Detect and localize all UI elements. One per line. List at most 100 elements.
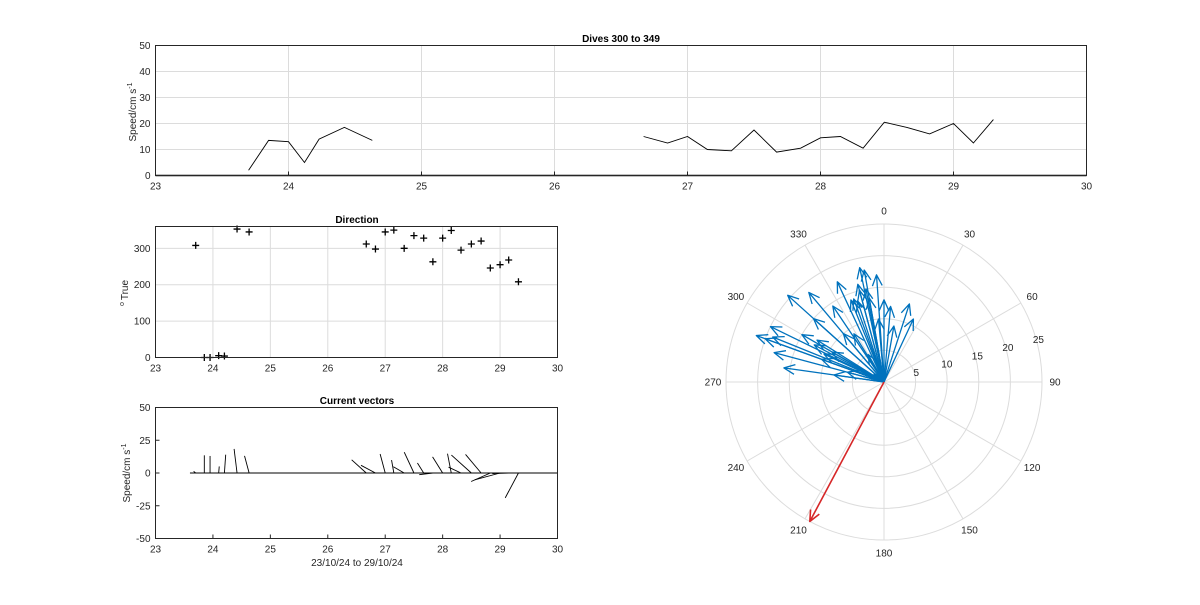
speed-x-tick-label: 29 <box>948 182 960 193</box>
speed-y-tick-label: 10 <box>139 145 151 156</box>
current-vector-sticks <box>189 448 558 499</box>
direction-marker <box>220 352 228 360</box>
current-vector-stick <box>233 448 238 474</box>
polar-current-arrow <box>832 305 885 383</box>
direction-marker <box>390 226 398 234</box>
direction-x-tick-label: 29 <box>495 364 507 375</box>
direction-marker <box>439 234 447 242</box>
vectors-x-tick-label: 24 <box>207 545 219 556</box>
current-vector-stick <box>417 462 425 474</box>
direction-y-label: oTrue <box>119 280 131 307</box>
direction-marker <box>486 264 494 272</box>
polar-tick-labels: 0 30 60 90 120 150 180 210 240 270 300 330 5 10 15 20 25 <box>705 207 1061 560</box>
polar-current-arrow <box>772 335 885 383</box>
vectors-y-tick-label: 0 <box>145 469 151 480</box>
polar-mean-arrow <box>809 381 885 523</box>
polar-current-arrow <box>852 298 885 383</box>
polar-current-arrow <box>842 332 885 383</box>
polar-spoke <box>804 381 885 520</box>
speed-y-tick-label: 30 <box>139 93 151 104</box>
speed-y-label: Speed/cm s-1 <box>127 82 139 141</box>
direction-x-tick-label: 30 <box>552 364 564 375</box>
speed-series <box>155 119 1087 177</box>
current-vector-stick <box>403 452 415 474</box>
polar-radius-label: 10 <box>941 360 953 371</box>
direction-marker <box>362 240 370 248</box>
current-vector-stick <box>193 471 196 474</box>
direction-x-tick-label: 23 <box>150 364 162 375</box>
speed-grid <box>155 45 1087 176</box>
direction-y-tick-label: 100 <box>134 317 151 328</box>
direction-y-tick-label: 200 <box>134 280 151 291</box>
polar-angle-label: 60 <box>1027 292 1039 303</box>
direction-marker <box>420 234 428 242</box>
vectors-x-tick-label: 29 <box>495 545 507 556</box>
polar-angle-label: 240 <box>728 463 745 474</box>
polar-angle-label: 210 <box>790 526 807 537</box>
vectors-x-tick-label: 23 <box>150 545 162 556</box>
polar-angle-label: 90 <box>1049 378 1061 389</box>
vectors-tick-labels: 23 24 25 26 27 28 29 30 50 25 0 -25 -50 <box>136 403 563 556</box>
direction-marker <box>410 232 418 240</box>
current-vector-stick <box>474 472 501 481</box>
speed-x-tick-label: 30 <box>1081 182 1093 193</box>
polar-current-arrow <box>801 333 885 383</box>
speed-line-segment <box>643 119 994 153</box>
direction-axes-box <box>155 226 558 358</box>
current-vector-stick <box>504 472 519 499</box>
polar-current-arrow <box>883 318 915 383</box>
direction-marker <box>429 258 437 266</box>
direction-marker <box>447 227 455 235</box>
speed-x-tick-label: 27 <box>682 182 694 193</box>
current-vector-stick <box>393 466 405 474</box>
speed-line-segment <box>248 126 373 171</box>
polar-spoke <box>883 302 1022 383</box>
vectors-x-tick-label: 28 <box>437 545 449 556</box>
vectors-x-tick-label: 30 <box>552 545 564 556</box>
polar-angle-label: 0 <box>881 207 887 218</box>
direction-x-tick-label: 24 <box>207 364 219 375</box>
speed-x-tick-label: 23 <box>150 182 162 193</box>
current-vector-stick <box>470 472 491 482</box>
polar-spoke <box>883 244 964 383</box>
polar-angle-label: 30 <box>964 229 976 240</box>
direction-x-tick-label: 26 <box>322 364 334 375</box>
polar-current-arrow <box>871 274 885 383</box>
vectors-x-tick-label: 26 <box>322 545 334 556</box>
speed-y-tick-label: 40 <box>139 67 151 78</box>
polar-radius-label: 5 <box>914 368 920 379</box>
polar-current-arrow <box>787 294 885 383</box>
direction-x-tick-label: 28 <box>437 364 449 375</box>
vectors-y-tick-label: -50 <box>136 534 151 545</box>
polar-angle-label: 330 <box>790 229 807 240</box>
speed-y-tick-label: 20 <box>139 119 151 130</box>
current-vector-stick <box>492 472 509 475</box>
direction-y-tick-label: 0 <box>145 353 151 364</box>
speed-y-tick-label: 50 <box>139 41 151 52</box>
current-vector-stick <box>379 453 386 474</box>
current-vector-stick <box>432 456 444 474</box>
speed-tick-labels: 23 24 25 26 27 28 29 30 0 10 20 30 40 50 <box>139 41 1092 193</box>
polar-radius-label: 25 <box>1033 335 1045 346</box>
polar-current-arrow <box>833 370 885 383</box>
speed-y-tick-label: 0 <box>145 171 151 182</box>
current-vector-stick <box>223 454 227 474</box>
direction-marker <box>371 245 379 253</box>
speed-x-tick-label: 26 <box>549 182 561 193</box>
direction-marker <box>400 244 408 252</box>
direction-marker <box>381 228 389 236</box>
polar-current-arrow <box>836 281 885 383</box>
polar-radius-label: 20 <box>1002 343 1014 354</box>
speed-x-tick-label: 25 <box>416 182 428 193</box>
polar-current-arrow <box>883 303 912 383</box>
speed-axes-box <box>155 45 1087 176</box>
direction-grid <box>155 226 558 358</box>
direction-marker <box>467 240 475 248</box>
current-vector-stick <box>360 464 376 474</box>
polar-current-arrow <box>878 299 890 382</box>
current-vector-stick <box>218 466 220 474</box>
polar-angle-label: 300 <box>728 292 745 303</box>
current-vector-stick <box>391 460 395 474</box>
direction-x-tick-label: 25 <box>265 364 277 375</box>
